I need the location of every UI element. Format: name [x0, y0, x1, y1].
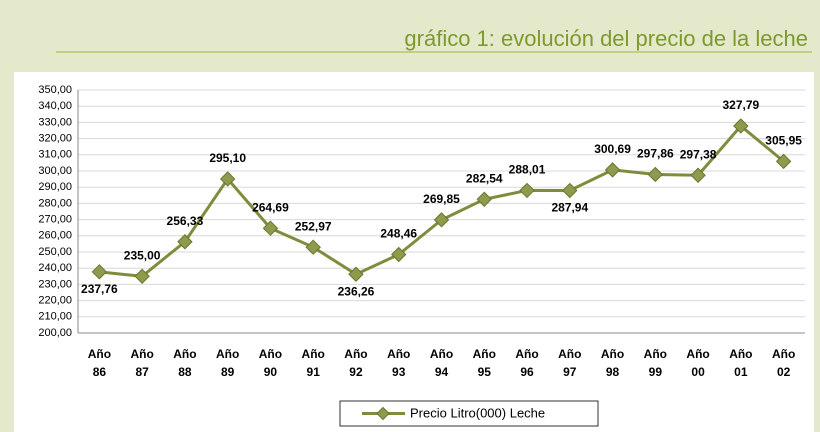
x-tick-label: Año	[473, 347, 496, 361]
x-tick-label: Año	[558, 347, 581, 361]
y-tick-label: 310,00	[38, 149, 72, 161]
data-label: 236,26	[338, 284, 375, 298]
x-tick-label: Año	[88, 347, 111, 361]
data-label: 297,86	[637, 147, 674, 161]
x-tick-label: 90	[264, 365, 278, 379]
x-tick-label: 88	[178, 365, 192, 379]
y-tick-label: 340,00	[38, 100, 72, 112]
data-label: 295,10	[209, 151, 246, 165]
x-tick-label: 87	[135, 365, 149, 379]
x-tick-label: Año	[302, 347, 325, 361]
data-label: 256,33	[167, 214, 204, 228]
marker	[519, 182, 535, 199]
marker	[433, 212, 450, 228]
x-tick-label: 99	[649, 365, 663, 379]
x-tick-label: Año	[644, 347, 667, 361]
y-tick-label: 220,00	[38, 295, 72, 307]
data-label: 269,85	[423, 192, 460, 206]
x-tick-label: 94	[435, 365, 449, 379]
marker	[476, 191, 492, 207]
legend	[339, 400, 599, 427]
data-label: 305,95	[765, 134, 802, 148]
y-tick-label: 230,00	[38, 278, 72, 290]
x-tick-label: 92	[349, 365, 363, 379]
marker	[733, 118, 749, 134]
x-tick-label: Año	[686, 347, 709, 361]
marker	[562, 182, 578, 199]
chart-title: gráfico 1: evolución del precio de la le…	[404, 26, 808, 51]
x-tick-label: 97	[563, 365, 577, 379]
marker	[134, 268, 150, 285]
marker	[690, 167, 706, 183]
y-tick-label: 200,00	[38, 327, 72, 339]
marker	[177, 234, 193, 250]
data-label: 252,97	[295, 219, 332, 233]
data-label: 287,94	[551, 201, 588, 215]
y-tick-label: 250,00	[38, 246, 72, 258]
data-label: 327,79	[723, 98, 760, 112]
x-tick-label: Año	[430, 347, 453, 361]
marker	[391, 246, 407, 263]
marker	[262, 220, 279, 236]
x-tick-label: Año	[259, 347, 282, 361]
x-tick-label: 00	[691, 365, 705, 379]
x-tick-label: 98	[606, 365, 620, 379]
x-tick-label: 89	[221, 365, 235, 379]
marker	[775, 153, 792, 170]
x-tick-label: Año	[772, 347, 795, 361]
x-tick-label: Año	[344, 347, 367, 361]
data-label: 300,69	[594, 142, 631, 156]
x-tick-label: Año	[601, 347, 624, 361]
x-tick-label: Año	[173, 347, 196, 361]
y-tick-label: 320,00	[38, 133, 72, 145]
marker	[91, 264, 108, 280]
y-tick-label: 280,00	[38, 197, 72, 209]
marker	[647, 166, 664, 183]
data-label: 264,69	[252, 200, 289, 214]
data-label: 248,46	[380, 227, 417, 241]
x-tick-label: 01	[734, 365, 748, 379]
x-tick-label: 95	[478, 365, 492, 379]
x-tick-label: Año	[515, 347, 538, 361]
y-tick-label: 210,00	[38, 311, 72, 323]
marker	[348, 266, 364, 282]
legend-marker	[376, 406, 390, 421]
x-tick-label: Año	[387, 347, 410, 361]
x-tick-label: 86	[93, 365, 107, 379]
y-tick-label: 350,00	[38, 84, 72, 96]
y-tick-label: 330,00	[38, 116, 72, 128]
x-tick-label: Año	[216, 347, 239, 361]
y-tick-label: 260,00	[38, 230, 72, 242]
x-tick-label: 02	[777, 365, 791, 379]
marker	[604, 162, 621, 178]
y-tick-label: 300,00	[38, 165, 72, 177]
data-label: 282,54	[466, 171, 503, 185]
marker	[219, 171, 236, 187]
y-tick-label: 270,00	[38, 214, 72, 226]
x-tick-label: 96	[520, 365, 534, 379]
x-tick-label: 91	[307, 365, 321, 379]
y-tick-label: 290,00	[38, 181, 72, 193]
x-tick-label: Año	[130, 347, 153, 361]
marker	[305, 239, 321, 255]
data-label: 288,01	[509, 163, 546, 177]
legend-label: Precio Litro(000) Leche	[410, 405, 545, 420]
x-tick-label: Año	[729, 347, 752, 361]
data-label: 237,76	[81, 282, 118, 296]
y-tick-label: 240,00	[38, 262, 72, 274]
data-label: 235,00	[124, 248, 161, 262]
data-label: 297,38	[680, 147, 717, 161]
x-tick-label: 93	[392, 365, 406, 379]
